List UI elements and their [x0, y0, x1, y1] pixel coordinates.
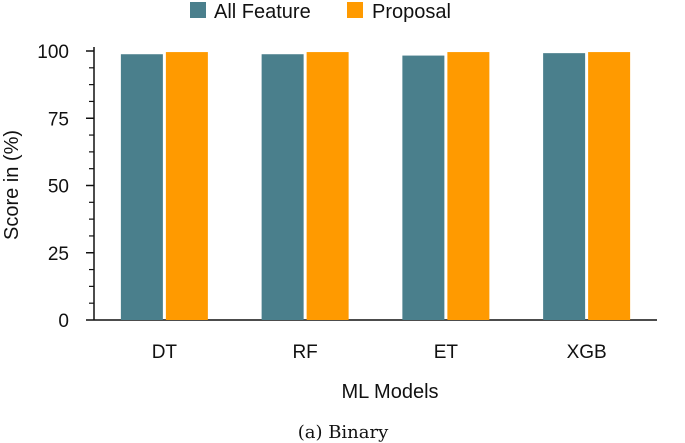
- bar-rf-all-feature: [261, 54, 304, 321]
- y-tick-label: 100: [37, 42, 69, 63]
- x-tick-label: RF: [292, 342, 317, 363]
- x-tick-label: DT: [152, 342, 178, 363]
- bar-dt-proposal: [165, 52, 208, 321]
- bar-et-all-feature: [402, 55, 445, 320]
- y-tick-label: 50: [48, 177, 69, 198]
- x-tick-label: XGB: [567, 342, 607, 363]
- bar-xgb-all-feature: [543, 53, 586, 320]
- bar-rf-proposal: [306, 52, 349, 321]
- bars: [120, 52, 631, 321]
- legend-label-proposal: Proposal: [372, 1, 451, 23]
- legend-swatch-all-feature: [190, 2, 206, 18]
- bar-xgb-proposal: [588, 52, 631, 321]
- x-axis-title: ML Models: [341, 381, 438, 403]
- y-tick-label: 0: [58, 311, 69, 332]
- y-tick-labels: 0 25 50 75 100: [37, 42, 69, 332]
- legend-label-all-feature: All Feature: [214, 1, 311, 23]
- legend-swatch-proposal: [347, 2, 363, 18]
- y-tick-label: 25: [48, 244, 69, 265]
- x-tick-label: ET: [434, 342, 459, 363]
- bar-et-proposal: [447, 52, 490, 321]
- figure-caption: (a) Binary: [298, 422, 389, 443]
- bar-dt-all-feature: [120, 54, 163, 321]
- legend: All Feature Proposal: [190, 1, 451, 23]
- y-axis-title: Score in (%): [1, 130, 23, 240]
- x-tick-labels: DT RF ET XGB: [152, 342, 607, 363]
- y-tick-label: 75: [48, 109, 69, 130]
